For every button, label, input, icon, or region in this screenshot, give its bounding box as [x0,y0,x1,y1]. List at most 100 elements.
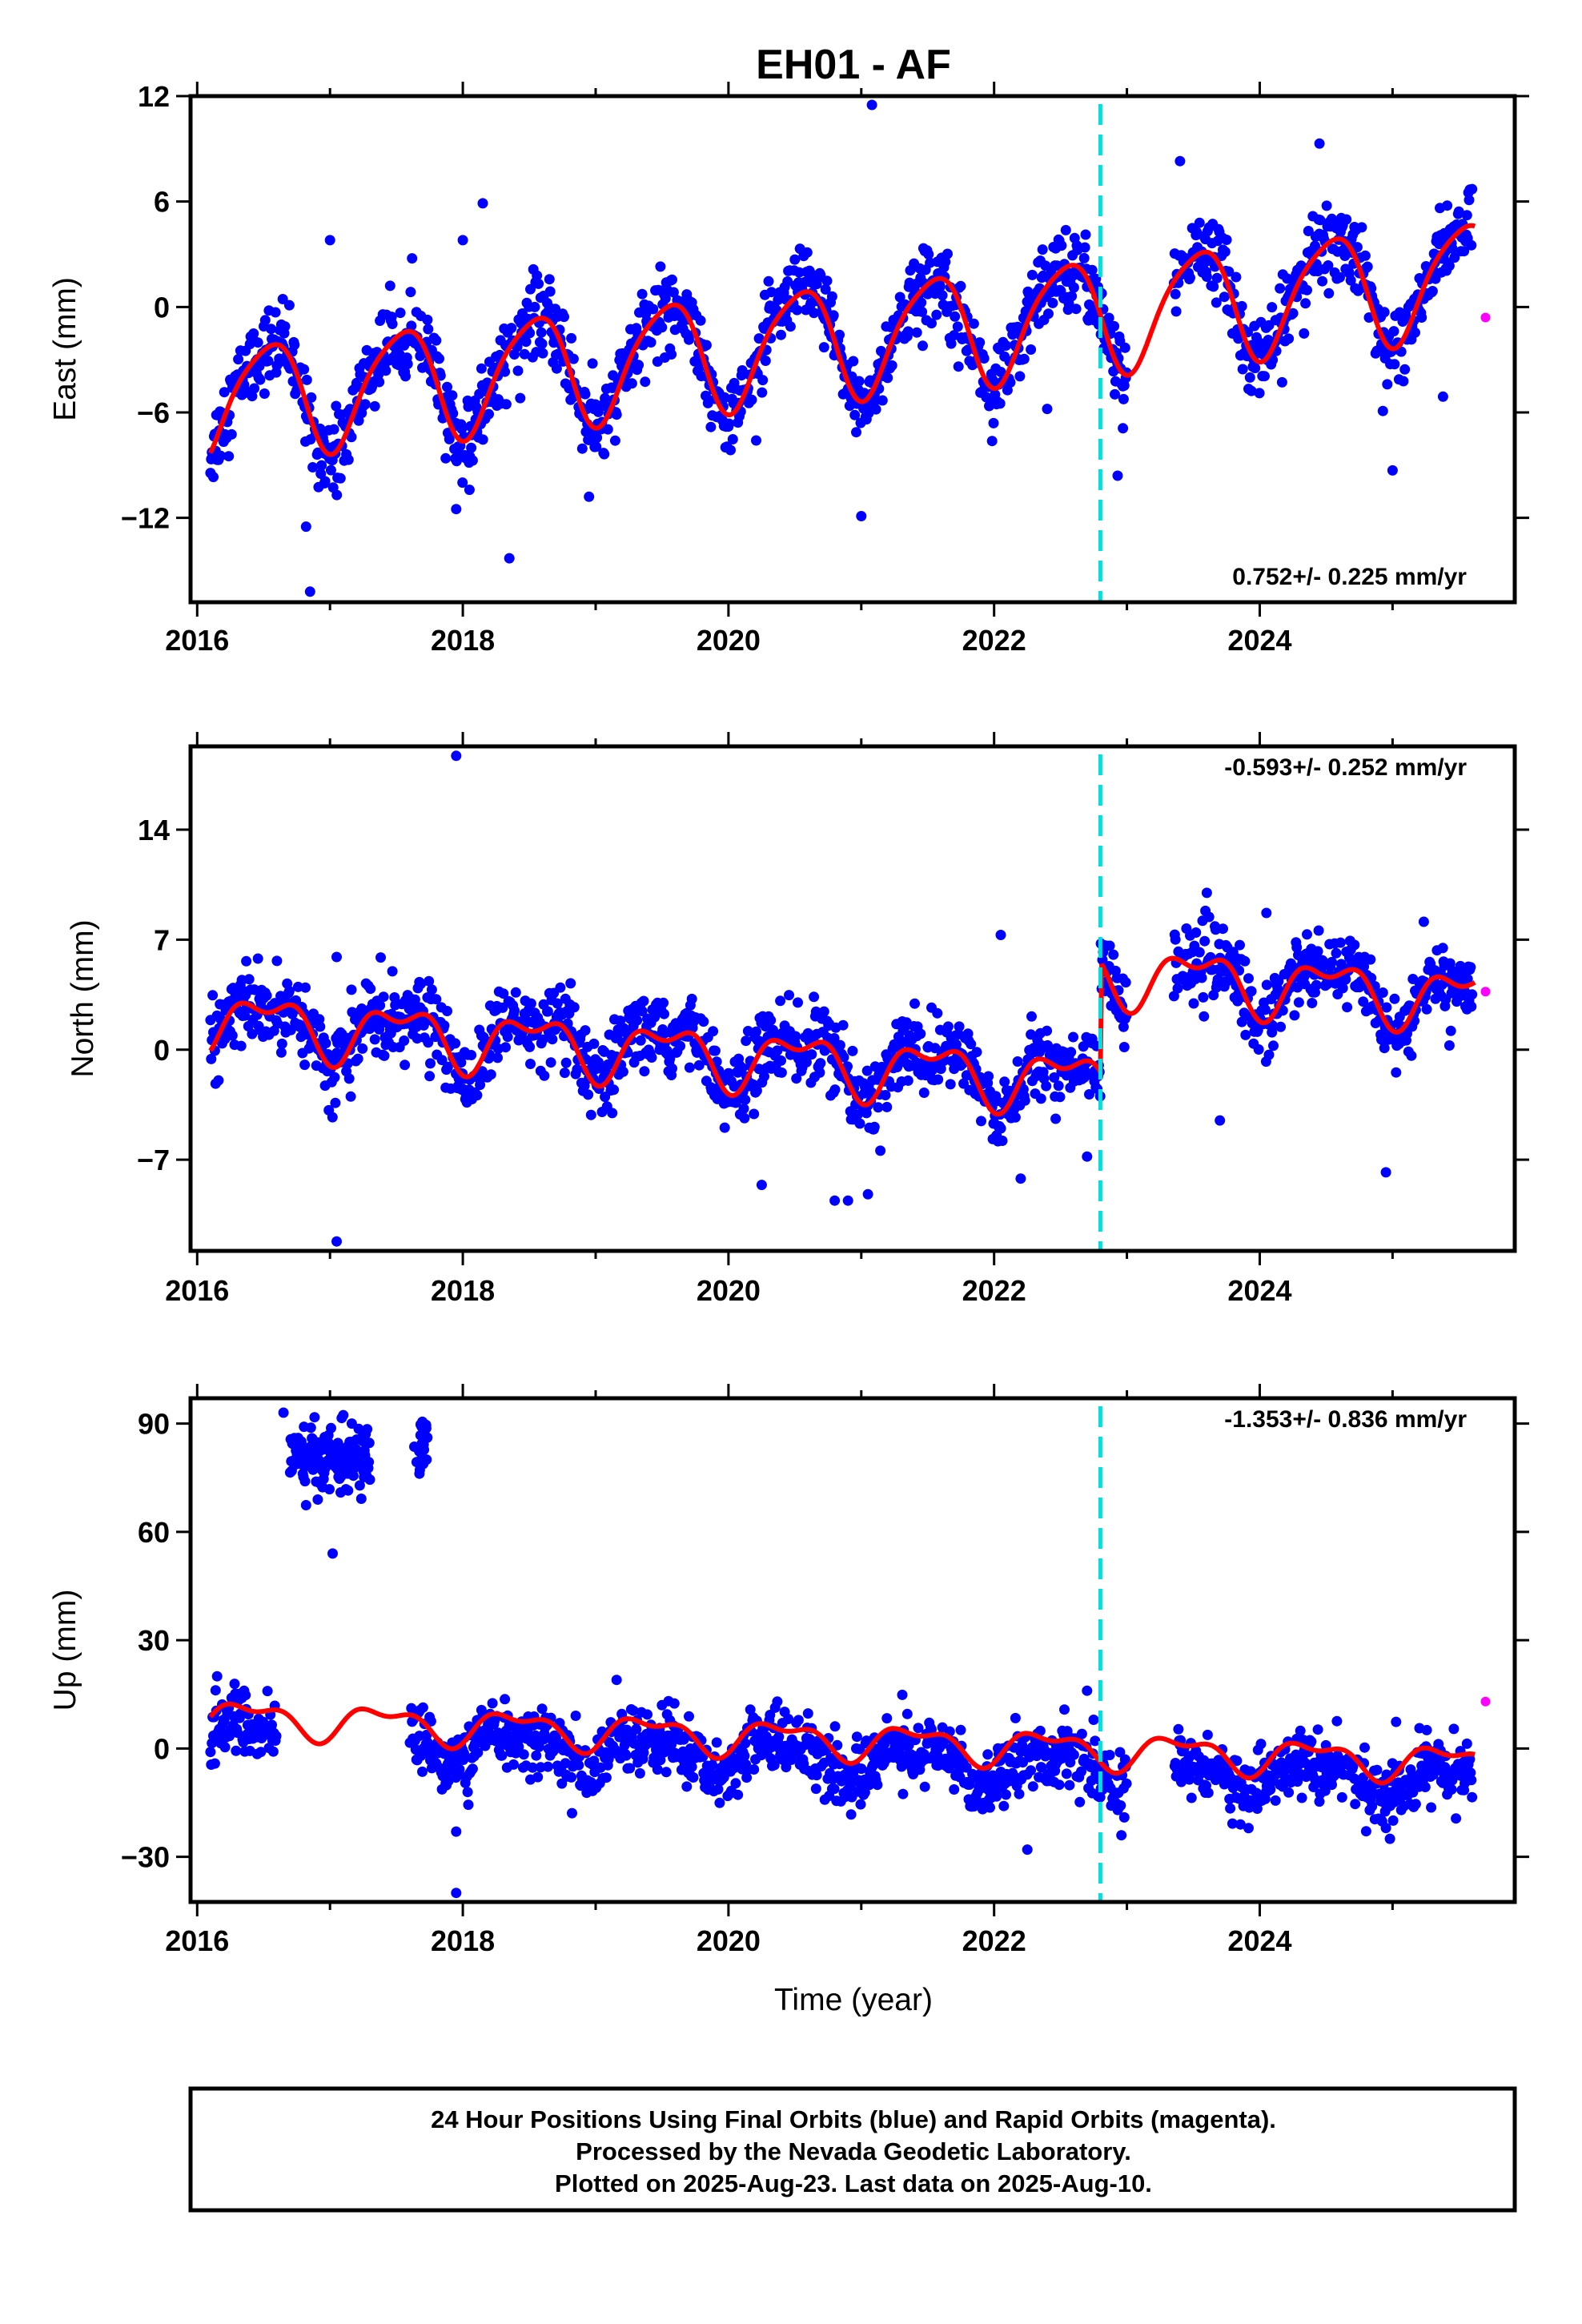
data-point [1035,1093,1046,1104]
data-point [966,1039,977,1050]
data-point [307,462,319,472]
data-point [784,990,794,1001]
data-point [1066,1047,1077,1058]
data-point [425,1715,436,1727]
data-point [1448,1723,1460,1735]
data-point [667,274,677,285]
data-point [442,1061,453,1072]
data-point [1268,1040,1279,1051]
frame-east [188,94,1517,605]
data-point [1443,1040,1455,1051]
data-point [998,1800,1010,1811]
data-point [219,387,230,398]
data-point [1076,1728,1087,1739]
data-point [635,1035,646,1046]
data-point [1068,282,1079,293]
rate-label-north: -0.593+/- 0.252 mm/yr [1224,754,1467,781]
data-point [1014,371,1026,382]
data-point [249,383,260,394]
outlier-point [451,750,462,762]
data-point [375,1000,386,1011]
data-point [829,1033,840,1043]
data-point [532,270,543,281]
data-point [759,1071,769,1082]
data-point [369,1034,380,1045]
data-point [814,1067,825,1078]
data-point [210,1685,221,1696]
outlier-point [504,553,515,564]
data-point [634,1767,645,1779]
data-point [509,1005,520,1016]
outlier-point [1314,138,1325,149]
data-point [431,335,442,346]
data-point [656,322,668,333]
data-point [801,247,813,258]
outlier-point [1384,1833,1395,1844]
data-point [659,1008,669,1019]
data-point [1398,376,1409,387]
data-point [1103,312,1114,324]
data-point [219,1742,231,1753]
data-point [457,477,468,489]
data-point [809,308,820,319]
data-point [206,1053,217,1064]
data-point [434,353,444,364]
data-point [537,348,548,359]
data-point [1041,1080,1052,1092]
data-point [707,1759,718,1771]
data-point [545,1057,556,1068]
data-point [591,441,602,452]
data-point [1198,991,1209,1003]
data-point [560,1057,572,1068]
y-tick-label: 0 [154,1034,170,1067]
data-point [459,1747,469,1759]
data-point [986,436,998,447]
data-point [1227,1818,1238,1829]
data-point [981,392,992,403]
data-point [600,1772,612,1783]
data-point [454,1764,465,1775]
outlier-point [1112,470,1123,481]
data-point [751,435,761,446]
data-point [512,365,524,376]
data-point [655,261,666,272]
data-point [856,1763,867,1775]
final-orbit-points-east [205,99,1478,597]
data-point [262,1686,273,1697]
data-point [395,308,406,319]
data-point [231,1745,242,1756]
data-point [1271,1768,1282,1779]
data-point [1203,911,1215,923]
data-point [772,1045,783,1056]
data-point [570,1711,581,1721]
data-point [815,1058,826,1069]
data-point [1466,239,1477,251]
outlier-point [842,1195,853,1206]
data-point [861,1735,872,1747]
data-point [1331,1715,1343,1727]
data-point [1358,996,1369,1007]
data-point [988,417,999,428]
data-point [1321,200,1332,211]
data-point [229,1679,240,1690]
data-point [345,1091,356,1102]
data-point [500,1694,511,1705]
data-point [1005,377,1016,388]
final-orbit-points-up [205,1407,1478,1899]
data-point [791,1073,802,1084]
data-point [1418,916,1429,927]
data-point [312,1494,323,1505]
data-point [806,1049,817,1060]
data-point [911,327,922,338]
data-point [374,376,385,388]
data-point [474,388,485,400]
data-point [387,319,398,329]
data-point [926,318,937,329]
y-tick-label: 60 [138,1516,170,1549]
data-point [467,455,478,466]
data-point [1068,1749,1079,1760]
data-point [315,468,327,479]
data-point [1064,1779,1075,1791]
data-point [940,256,951,267]
data-point [1267,302,1278,313]
